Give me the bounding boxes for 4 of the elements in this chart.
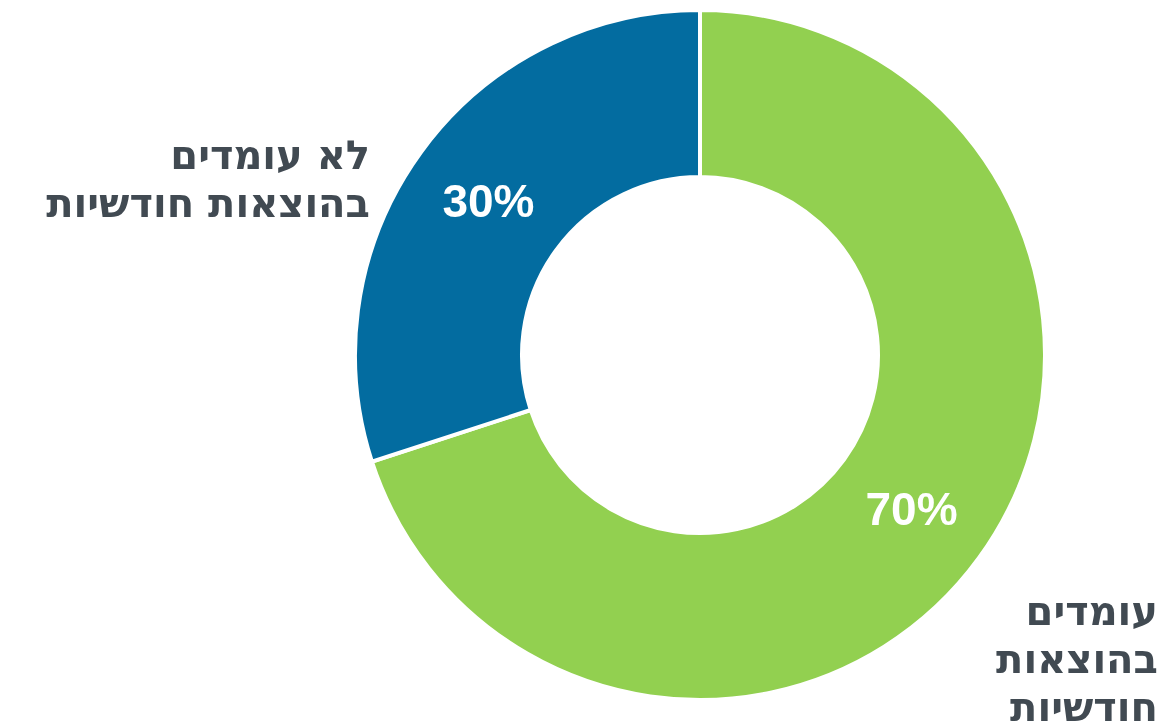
data-label: 30% (442, 175, 535, 228)
slice-label: לא עומדים בהוצאות חודשיות (46, 131, 370, 226)
data-label: 70% (865, 482, 958, 535)
slice-label: עומדים בהוצאות חודשיות (996, 588, 1158, 725)
